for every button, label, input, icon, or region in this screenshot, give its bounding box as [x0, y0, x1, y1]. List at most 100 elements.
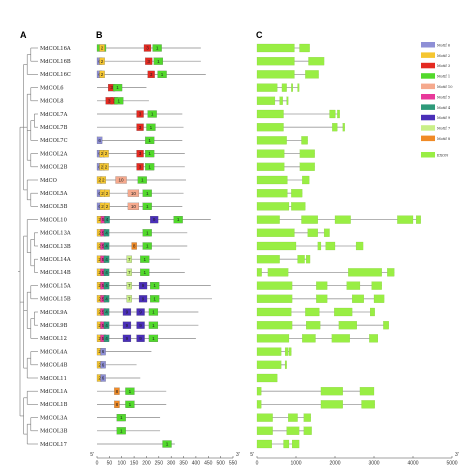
motif-box — [148, 321, 159, 329]
motif-number: 2 — [101, 151, 104, 156]
motif-box — [99, 57, 105, 65]
motif-number: 1 — [152, 336, 155, 341]
exon-box — [323, 228, 330, 237]
axis-tick-label: 300 — [167, 461, 176, 467]
legend-swatch — [421, 135, 435, 142]
exon-box — [291, 83, 293, 92]
gene-label: MdCOL8 — [40, 99, 64, 105]
motif-number: 9 — [142, 283, 145, 288]
legend-swatch — [421, 104, 435, 110]
motif-number: 2 — [101, 72, 104, 77]
motif-box — [136, 150, 144, 158]
motif-box — [138, 295, 148, 303]
motif-number: 1 — [143, 257, 146, 262]
motif-box — [136, 123, 144, 131]
legend-swatch — [421, 83, 435, 90]
legend-swatch — [421, 62, 435, 69]
motif-number: 1 — [118, 98, 121, 103]
exon-box — [306, 321, 321, 330]
exon-box — [297, 255, 305, 264]
motif-number: 3 — [139, 112, 142, 117]
panel-label-b: B — [96, 30, 103, 40]
motif-box — [127, 202, 140, 210]
motif-number: 2 — [98, 244, 101, 249]
motif-number: 10 — [131, 191, 137, 196]
motif-box — [146, 123, 156, 131]
motif-box — [140, 268, 150, 276]
legend-label: Motif 2 — [437, 54, 450, 58]
motif-box — [137, 176, 147, 184]
motif-number: 3 — [146, 46, 149, 51]
legend-swatch — [421, 52, 435, 58]
motif-number: 1 — [148, 151, 151, 156]
exon-box — [301, 215, 318, 224]
axis-tick-label: 2000 — [329, 461, 340, 467]
gene-label: MdCOL10 — [40, 217, 67, 223]
motif-number: 5 — [102, 296, 105, 301]
exon-box — [256, 387, 262, 396]
motif-box — [145, 150, 155, 158]
motif-box — [103, 334, 110, 342]
motif-number: 4 — [105, 270, 108, 275]
legend-label: Motif 9 — [437, 116, 451, 120]
gene-label: MdCOL16B — [40, 59, 71, 65]
motif-number: 3 — [139, 125, 142, 130]
motif-number: 1 — [177, 217, 180, 222]
exon-box — [256, 255, 280, 264]
panel-label-c: C — [256, 30, 263, 40]
motif-box — [103, 295, 110, 303]
motif-number: 9 — [153, 217, 156, 222]
motif-number: 1 — [146, 244, 149, 249]
motif-box — [122, 321, 132, 329]
motif-number: 8 — [116, 402, 119, 407]
gene-label: MdCOL4B — [40, 363, 68, 369]
motif-number: 1 — [129, 389, 132, 394]
motif-number: 2 — [98, 178, 101, 183]
motif-number: 7 — [128, 270, 131, 275]
motif-box — [114, 400, 120, 408]
motif-box — [103, 163, 109, 171]
motif-box — [148, 308, 159, 316]
axis-tick-label: 1000 — [290, 461, 301, 467]
motif-number: 2 — [101, 204, 104, 209]
motif-number: 9 — [139, 336, 142, 341]
motif-box — [145, 163, 155, 171]
exon-box — [288, 413, 298, 422]
motif-number: 1 — [141, 178, 144, 183]
exon-box — [284, 347, 289, 356]
motif-number: 2 — [101, 46, 104, 51]
gene-label-column: MdCOL16A MdCOL16B MdCOL16C MdCOL6 MdCOL8 MdCO… — [40, 46, 71, 448]
exon-box — [352, 294, 364, 303]
exon-box — [286, 96, 289, 105]
exon-box — [338, 321, 357, 330]
motif-box — [127, 189, 140, 197]
gene-label: MdCOL5B — [40, 204, 68, 210]
motif-number: 2 — [98, 349, 101, 354]
motif-number: 5 — [102, 336, 105, 341]
motif-box — [150, 216, 159, 224]
motif-box — [114, 97, 124, 105]
exon-box — [256, 281, 293, 290]
exon-box — [256, 70, 295, 79]
motif-box — [100, 361, 106, 369]
motif-box — [103, 282, 110, 290]
gene-label: MdCOL12 — [40, 336, 67, 342]
motif-number: 10 — [118, 178, 124, 183]
legend-swatch — [421, 42, 435, 48]
axis-tick-label: 250 — [155, 461, 164, 467]
motif-box — [126, 295, 132, 303]
motif-number: 2 — [106, 191, 109, 196]
motif-number: 1 — [148, 164, 151, 169]
gene-label: MdCO — [40, 178, 57, 184]
motif-box — [136, 334, 145, 342]
exon-box — [256, 83, 278, 92]
motif-number: 5 — [102, 244, 105, 249]
motif-number: 4 — [105, 310, 108, 315]
gene-label: MdCOL15A — [40, 283, 71, 289]
exon-box — [256, 426, 273, 435]
motif-number: 9 — [139, 310, 142, 315]
motif-number: 2 — [101, 59, 104, 64]
motif-box — [143, 44, 152, 52]
exon-box — [416, 215, 421, 224]
exon-box — [387, 268, 395, 277]
